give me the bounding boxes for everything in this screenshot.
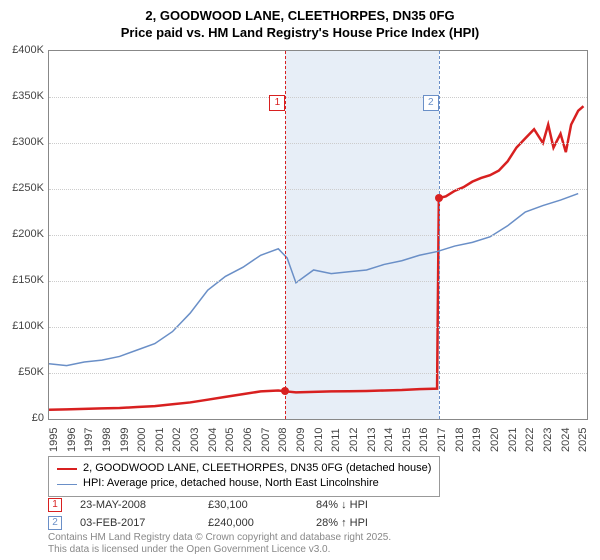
title-subtitle: Price paid vs. HM Land Registry's House …	[0, 25, 600, 42]
marker-box-1: 1	[269, 95, 285, 111]
x-tick-label: 2017	[436, 428, 448, 452]
footer-line2: This data is licensed under the Open Gov…	[48, 544, 391, 556]
legend-label: HPI: Average price, detached house, Nort…	[83, 476, 379, 491]
x-tick-label: 2012	[348, 428, 360, 452]
x-tick-label: 2005	[224, 428, 236, 452]
footer-text: Contains HM Land Registry data © Crown c…	[48, 532, 391, 556]
x-tick-label: 2006	[242, 428, 254, 452]
y-tick-label: £350K	[0, 90, 44, 102]
sale-marker-1: 1	[48, 498, 62, 512]
gridline	[49, 97, 587, 98]
gridline	[49, 143, 587, 144]
y-tick-label: £250K	[0, 182, 44, 194]
x-tick-label: 2019	[471, 428, 483, 452]
marker-box-2: 2	[423, 95, 439, 111]
x-tick-label: 2024	[560, 428, 572, 452]
legend-swatch	[57, 468, 77, 470]
x-tick-label: 2000	[136, 428, 148, 452]
sale-delta: 28% ↑ HPI	[316, 517, 368, 529]
sale-row-1: 1 23-MAY-2008 £30,100 84% ↓ HPI	[48, 498, 368, 512]
gridline	[49, 327, 587, 328]
sale-date: 23-MAY-2008	[80, 499, 190, 511]
x-tick-label: 1995	[48, 428, 60, 452]
x-tick-label: 2004	[207, 428, 219, 452]
x-tick-label: 2008	[277, 428, 289, 452]
legend-swatch	[57, 484, 77, 485]
x-tick-label: 2003	[189, 428, 201, 452]
y-tick-label: £50K	[0, 366, 44, 378]
x-tick-label: 2011	[330, 428, 342, 452]
gridline	[49, 189, 587, 190]
y-tick-label: £100K	[0, 320, 44, 332]
legend-item: HPI: Average price, detached house, Nort…	[57, 476, 431, 491]
x-tick-label: 2009	[295, 428, 307, 452]
x-tick-label: 2010	[313, 428, 325, 452]
sale-price: £240,000	[208, 517, 298, 529]
gridline	[49, 373, 587, 374]
y-tick-label: £400K	[0, 44, 44, 56]
x-tick-label: 2007	[260, 428, 272, 452]
legend-box: 2, GOODWOOD LANE, CLEETHORPES, DN35 0FG …	[48, 456, 440, 497]
x-tick-label: 2002	[171, 428, 183, 452]
y-tick-label: £200K	[0, 228, 44, 240]
y-tick-label: £300K	[0, 136, 44, 148]
legend-label: 2, GOODWOOD LANE, CLEETHORPES, DN35 0FG …	[83, 461, 431, 476]
series-hpi	[49, 194, 578, 366]
plot-area: 12	[48, 50, 588, 420]
x-tick-label: 2014	[383, 428, 395, 452]
x-tick-label: 2001	[154, 428, 166, 452]
x-tick-label: 2025	[577, 428, 589, 452]
x-tick-label: 2020	[489, 428, 501, 452]
x-tick-label: 1999	[119, 428, 131, 452]
x-tick-label: 2018	[454, 428, 466, 452]
sale-price: £30,100	[208, 499, 298, 511]
legend-item: 2, GOODWOOD LANE, CLEETHORPES, DN35 0FG …	[57, 461, 431, 476]
sale-delta: 84% ↓ HPI	[316, 499, 368, 511]
marker-line-2	[439, 51, 440, 419]
y-tick-label: £150K	[0, 274, 44, 286]
title-block: 2, GOODWOOD LANE, CLEETHORPES, DN35 0FG …	[0, 0, 600, 42]
x-tick-label: 1998	[101, 428, 113, 452]
x-tick-label: 2022	[524, 428, 536, 452]
x-tick-label: 2013	[366, 428, 378, 452]
title-address: 2, GOODWOOD LANE, CLEETHORPES, DN35 0FG	[0, 8, 600, 25]
x-tick-label: 2015	[401, 428, 413, 452]
series-price_paid	[49, 106, 583, 410]
x-tick-label: 1996	[66, 428, 78, 452]
x-tick-label: 1997	[83, 428, 95, 452]
sale-date: 03-FEB-2017	[80, 517, 190, 529]
x-tick-label: 2021	[507, 428, 519, 452]
price-dot	[281, 387, 289, 395]
gridline	[49, 235, 587, 236]
sale-row-2: 2 03-FEB-2017 £240,000 28% ↑ HPI	[48, 516, 368, 530]
gridline	[49, 281, 587, 282]
chart-container: 2, GOODWOOD LANE, CLEETHORPES, DN35 0FG …	[0, 0, 600, 560]
sale-marker-2: 2	[48, 516, 62, 530]
y-tick-label: £0	[0, 412, 44, 424]
x-tick-label: 2023	[542, 428, 554, 452]
marker-line-1	[285, 51, 286, 419]
footer-line1: Contains HM Land Registry data © Crown c…	[48, 532, 391, 544]
price-dot	[435, 194, 443, 202]
x-tick-label: 2016	[418, 428, 430, 452]
